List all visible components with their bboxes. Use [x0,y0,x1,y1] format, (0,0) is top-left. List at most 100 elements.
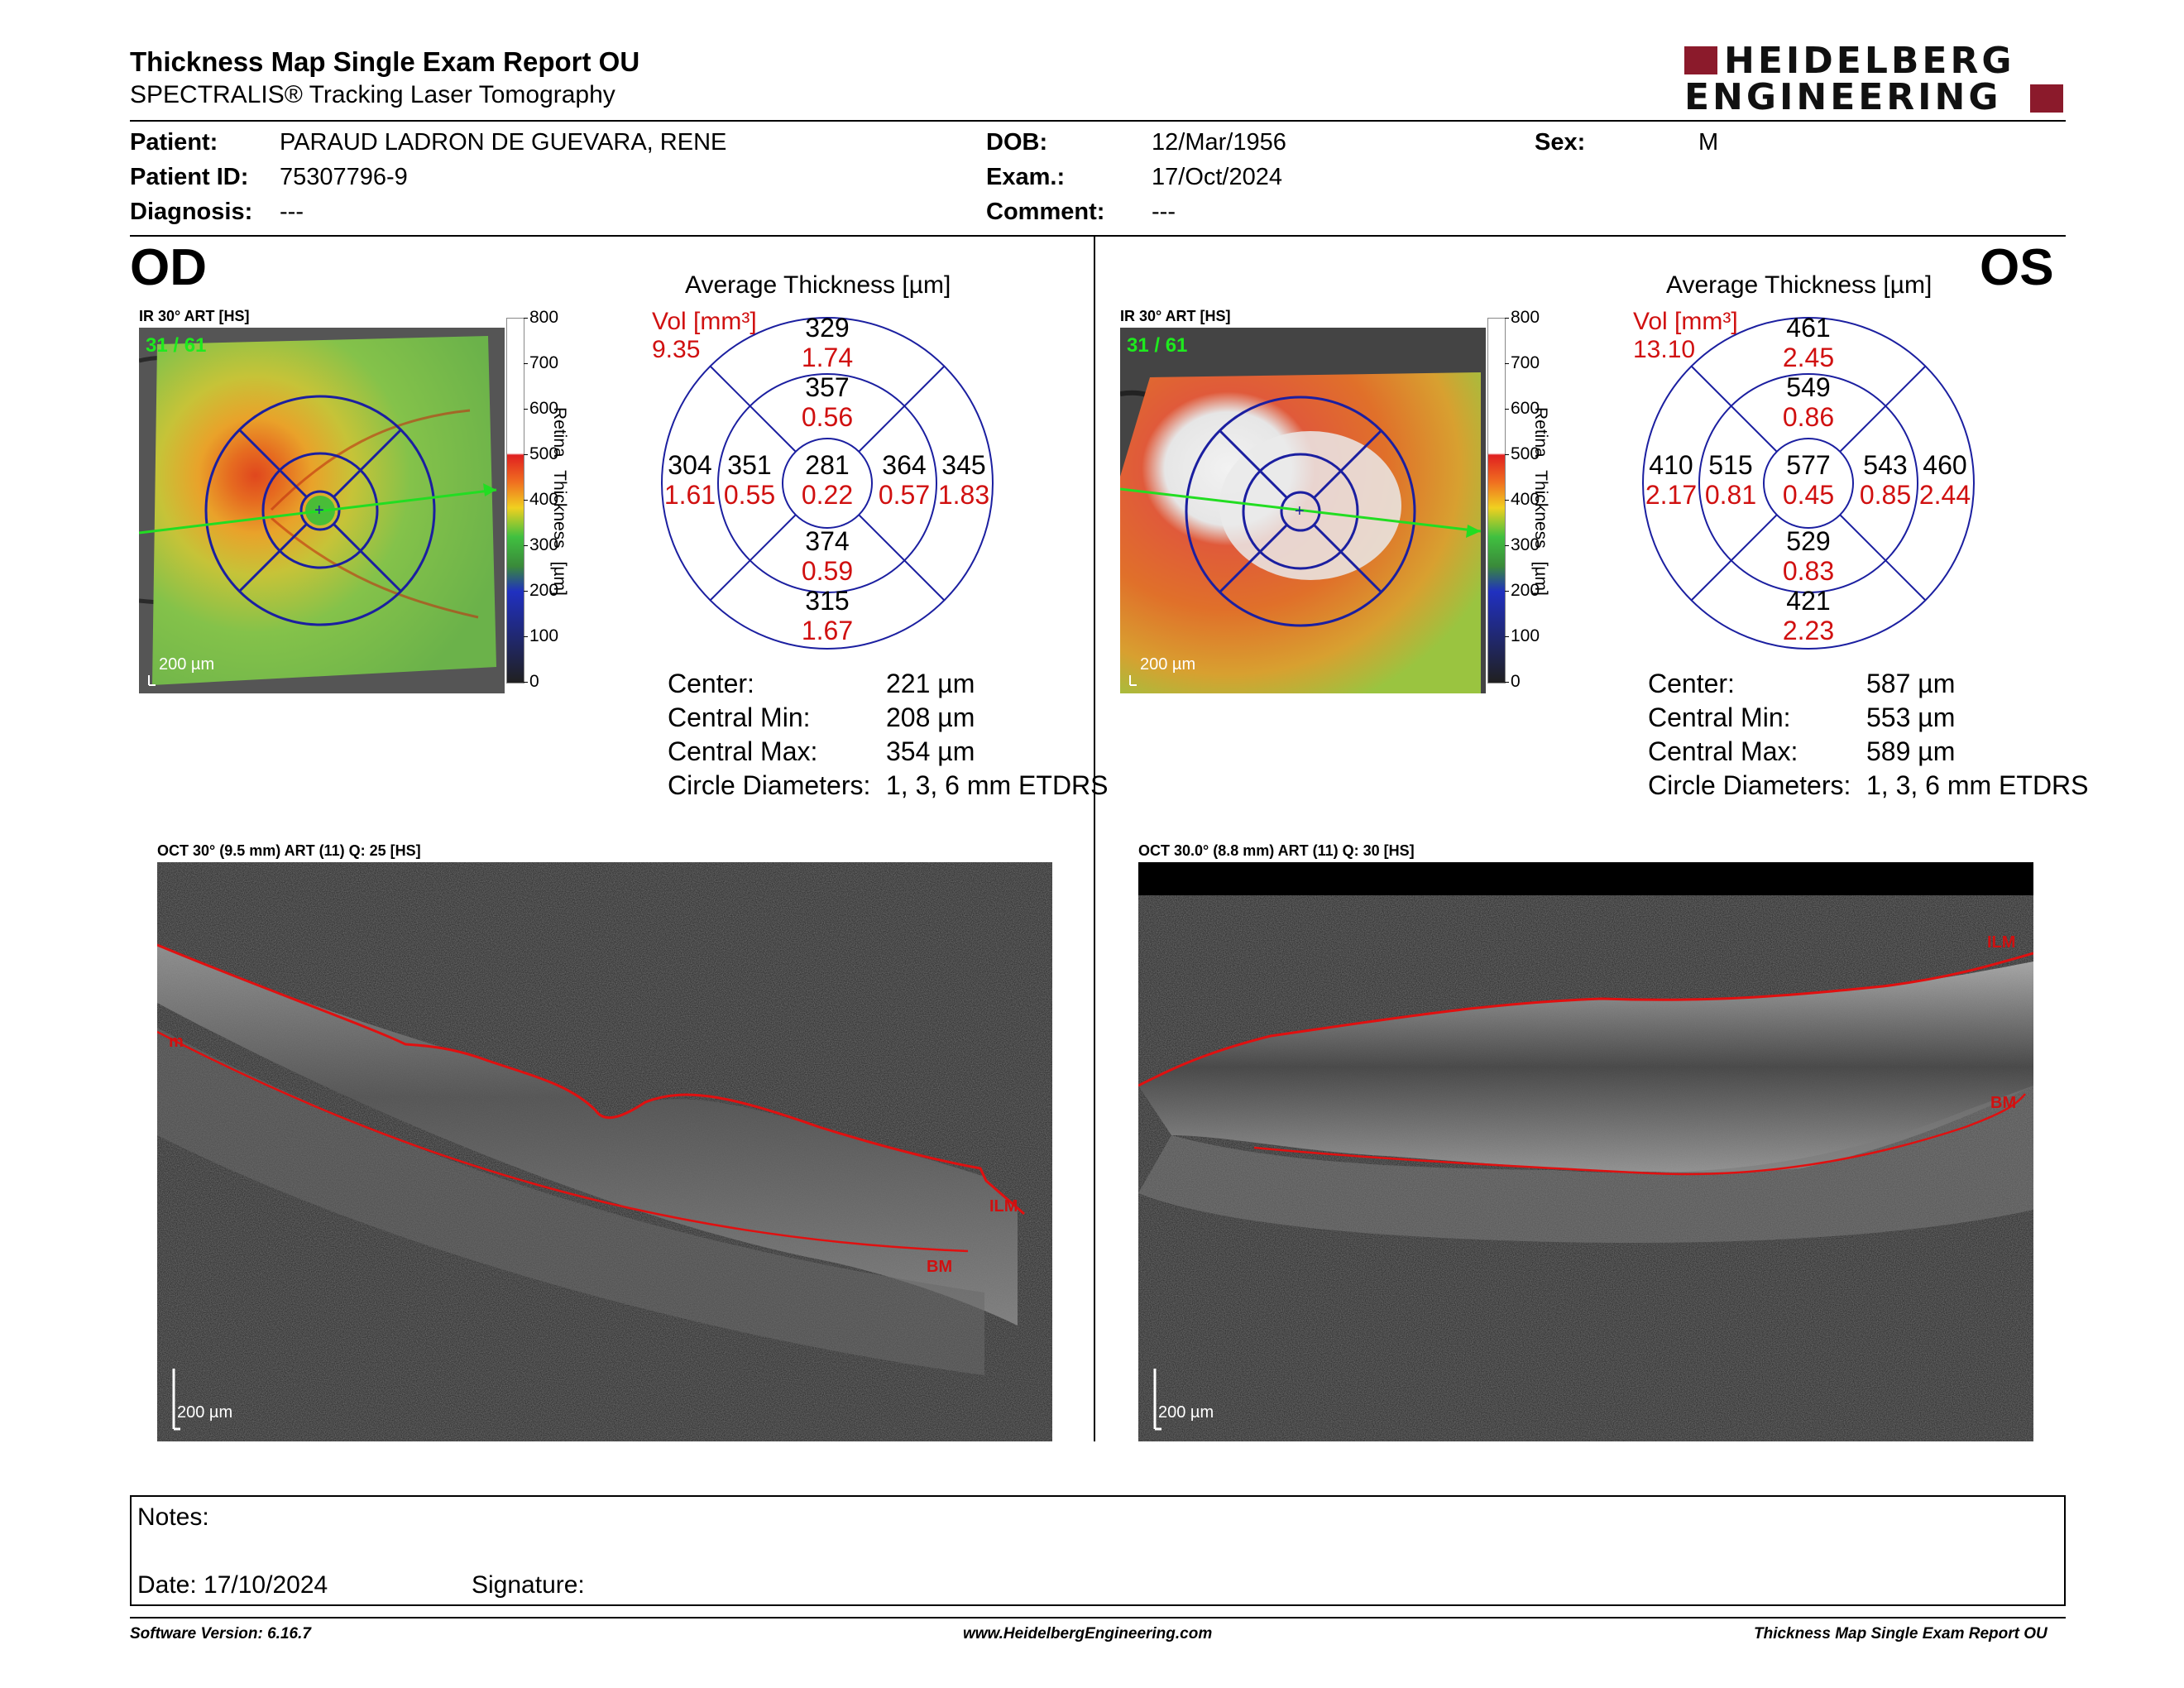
od-ir-label: IR 30° ART [HS] [139,308,250,324]
os-scale-tick-600: 600 [1511,399,1540,418]
os-vol-value: 13.10 [1633,336,1696,363]
os-scale-tick-0: 0 [1511,672,1521,691]
os-scale-tickmark [1505,500,1509,501]
os-scale-tickmark [1505,682,1509,683]
comment-value: --- [1152,199,1176,225]
os-nas-inner-thickness: 543 [1863,450,1908,480]
os-center-thickness: 577 [1786,450,1831,480]
od-etdrs-grid [661,317,994,650]
os-nas-outer-thickness: 460 [1923,450,1967,480]
os-oct-image: ILM BM 200 µm [1138,862,2033,1441]
od-avg-title: Average Thickness [µm] [685,271,951,299]
signature-label: Signature: [472,1571,585,1599]
os-stat-diam-value: 1, 3, 6 mm ETDRS [1866,770,2089,800]
od-scale-tickmark [524,545,528,546]
svg-text:+: + [314,501,324,520]
od-scale-tickmark [524,318,528,319]
od-scale-bar [506,318,524,683]
od-nas-outer-thickness: 345 [941,450,986,480]
od-stat-center-value: 221 µm [886,669,975,698]
os-sup-inner-volume: 0.86 [1782,402,1835,432]
od-stat-diam-value: 1, 3, 6 mm ETDRS [886,770,1109,800]
os-temp-outer-volume: 2.17 [1645,480,1698,510]
header-rule [130,120,2066,122]
od-vol-label: Vol [mm³] [652,308,757,335]
notes-box[interactable]: Notes: Date: 17/10/2024 Signature: [130,1495,2066,1606]
dob-value: 12/Mar/1956 [1152,129,1286,156]
od-oct-label: OCT 30° (9.5 mm) ART (11) Q: 25 [HS] [157,842,421,859]
os-inf-inner-thickness: 529 [1786,526,1831,556]
dob-label: DOB: [986,129,1048,156]
od-nas-outer-volume: 1.83 [937,480,990,510]
od-temp-inner-volume: 0.55 [723,480,776,510]
od-scale-tick-100: 100 [529,626,559,645]
logo-square-top [1684,46,1717,74]
patient-id: 75307796-9 [280,164,408,190]
od-stat-min-label: Central Min: [668,703,811,732]
os-scale-tickmark [1505,454,1509,455]
od-inf-outer-thickness: 315 [805,586,850,616]
od-scale-tick-400: 400 [529,490,559,509]
od-stat-diam-label: Circle Diameters: [668,770,871,800]
od-scale-tick-0: 0 [529,672,539,691]
patient-name: PARAUD LADRON DE GUEVARA, RENE [280,129,727,156]
os-sup-outer-thickness: 461 [1786,313,1831,343]
od-scale-tickmark [524,363,528,364]
od-temp-outer-thickness: 304 [668,450,712,480]
od-scale-tick-600: 600 [529,399,559,418]
od-nas-inner-thickness: 364 [882,450,927,480]
os-temp-inner-thickness: 515 [1708,450,1753,480]
os-etdrs-grid [1642,317,1975,650]
os-ir-scale: 200 µm [1140,655,1196,674]
os-sup-outer-volume: 2.45 [1782,343,1835,372]
od-sup-inner-thickness: 357 [805,372,850,402]
os-scale-tick-700: 700 [1511,353,1540,372]
footer-rule [130,1617,2066,1618]
od-eye-label: OD [130,239,207,296]
od-stat-min-value: 208 µm [886,703,975,732]
od-seg-ilm: ILM [989,1197,1018,1216]
os-stat-center-label: Center: [1648,669,1735,698]
sex-label: Sex: [1535,129,1586,156]
od-temp-outer-volume: 1.61 [663,480,716,510]
exam-label: Exam.: [986,164,1066,190]
notes-label: Notes: [137,1503,209,1531]
os-center-volume: 0.45 [1782,480,1835,510]
os-vol-label: Vol [mm³] [1633,308,1738,335]
od-oct-scale: 200 µm [177,1403,233,1422]
os-seg-bm: BM [1990,1094,2017,1112]
od-seg-m: m [169,1033,184,1051]
diagnosis-label: Diagnosis: [130,199,253,225]
exam-value: 17/Oct/2024 [1152,164,1282,190]
footer-website[interactable]: www.HeidelbergEngineering.com [963,1625,1213,1642]
od-vol-value: 9.35 [652,336,701,363]
report-title: Thickness Map Single Exam Report OU [130,46,640,77]
os-nas-inner-volume: 0.85 [1859,480,1912,510]
comment-label: Comment: [986,199,1105,225]
os-scale-tickmark [1505,591,1509,592]
footer-software: Software Version: 6.16.7 [130,1625,311,1642]
os-scale-tickmark [1505,318,1509,319]
od-scale-tickmark [524,591,528,592]
od-scale-tickmark [524,500,528,501]
os-nas-outer-volume: 2.44 [1918,480,1971,510]
date-label: Date: 17/10/2024 [137,1571,328,1599]
patient-label: Patient: [130,129,218,156]
os-scale-tickmark [1505,363,1509,364]
od-sup-inner-volume: 0.56 [801,402,854,432]
patient-id-label: Patient ID: [130,164,249,190]
od-sup-outer-volume: 1.74 [801,343,854,372]
od-sup-outer-thickness: 329 [805,313,850,343]
os-scale-bar [1487,318,1506,683]
od-scale-tickmark [524,454,528,455]
os-frame-counter: 31 / 61 [1127,334,1188,357]
os-temp-outer-thickness: 410 [1649,450,1693,480]
od-color-scale: 800 700 600 500 400 300 200 100 0 Retina Thickne… [506,308,622,691]
os-oct-scale: 200 µm [1158,1403,1214,1422]
heidelberg-logo: HEIDELBERG ENGINEERING [1684,40,2065,118]
os-inf-outer-volume: 2.23 [1782,616,1835,645]
od-inf-inner-thickness: 374 [805,526,850,556]
od-center-volume: 0.22 [801,480,854,510]
od-scale-tickmark [524,682,528,683]
os-scale-tick-400: 400 [1511,490,1540,509]
